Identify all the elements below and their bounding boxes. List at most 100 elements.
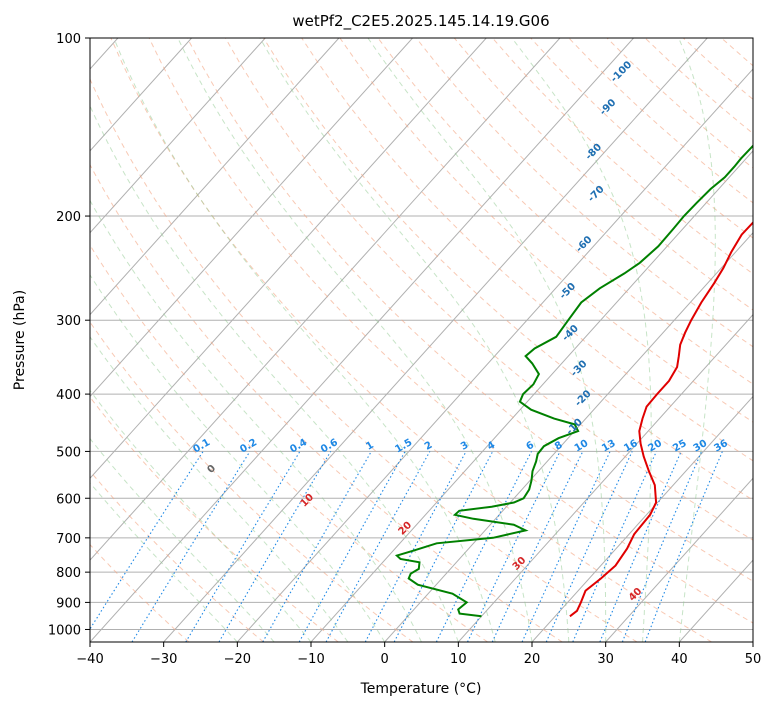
x-tick-label: −30 (150, 652, 177, 667)
x-tick-label: 50 (745, 652, 762, 667)
dry-adiabat-label: -50 (558, 281, 579, 302)
plot-frame (89, 37, 754, 643)
dry-adiabat-label: -60 (574, 234, 595, 255)
moist-adiabat (90, 437, 275, 642)
y-tick-label: 600 (56, 492, 81, 507)
temperature-profile (569, 221, 753, 618)
dry-adiabat (682, 38, 753, 101)
dry-adiabat (224, 38, 753, 541)
x-axis-label: Temperature (°C) (360, 681, 482, 697)
dry-adiabat (90, 77, 638, 642)
mixing-ratio-label: 0.6 (319, 437, 340, 455)
x-axis: −40 −30 −20 −10 0 10 20 30 40 50 (76, 642, 761, 667)
dry-adiabat (90, 543, 190, 642)
y-tick-label: 400 (56, 388, 81, 403)
mixing-ratio-line (298, 451, 406, 642)
mixing-ratio-line (572, 451, 657, 642)
moist-adiabat (90, 104, 459, 642)
mixing-ratio-label: 10 (573, 438, 591, 455)
y-tick-label: 1000 (48, 623, 81, 638)
mixing-ratio-label: 20 (646, 438, 664, 455)
mixing-ratio-line (435, 451, 532, 642)
mixing-ratio-line (262, 451, 372, 642)
x-tick-label: 10 (450, 652, 467, 667)
isotherm-line (236, 68, 753, 642)
mixing-ratio-label: 2 (423, 440, 435, 453)
chart-title: wetPf2_C2E5.2025.145.14.19.G06 (292, 12, 549, 31)
mixing-ratio-label: 25 (671, 438, 689, 455)
dry-adiabat (644, 38, 753, 135)
mixing-ratio-label: 16 (622, 438, 640, 455)
mixing-ratio-line (467, 451, 561, 642)
y-axis-label: Pressure (hPa) (12, 290, 28, 390)
mixing-ratio-label: 8 (553, 440, 565, 453)
mixing-ratio-label: 1 (364, 440, 376, 453)
mixing-ratio-line (545, 451, 633, 642)
mixing-ratio-line (185, 451, 301, 642)
dry-adiabat-label: 30 (511, 555, 529, 573)
mixing-ratio-label: 36 (712, 438, 730, 455)
dry-adiabat (760, 38, 775, 642)
moist-adiabat (90, 335, 349, 642)
isotherm-line (531, 395, 753, 642)
dry-adiabat (606, 38, 753, 169)
moist-adiabat (113, 38, 496, 642)
mixing-ratio-label: 30 (692, 438, 710, 455)
moist-adiabat (678, 38, 716, 642)
dry-adiabat (90, 470, 264, 642)
isotherm-line (90, 38, 561, 561)
dry-adiabat (301, 38, 753, 462)
x-tick-label: 20 (524, 652, 541, 667)
isotherm-line (605, 477, 753, 642)
x-tick-label: −40 (76, 652, 103, 667)
dry-adiabat (415, 38, 753, 348)
y-tick-label: 300 (56, 314, 81, 329)
moist-adiabat (90, 274, 386, 642)
dewpoint-profile (394, 144, 753, 618)
dry-adiabat-label: 40 (627, 586, 645, 604)
dry-adiabat-label: -20 (573, 388, 594, 409)
mixing-ratio-line (491, 451, 584, 642)
mixing-ratio-line (131, 451, 251, 642)
mixing-ratio-line (90, 451, 204, 631)
mixing-ratio-label: 3 (459, 440, 471, 453)
mixing-ratio-line (644, 451, 723, 642)
mixing-ratio-line (364, 451, 467, 642)
moist-adiabat (367, 38, 607, 642)
adiabat-layer (90, 38, 775, 642)
dry-adiabat-label: -100 (609, 59, 635, 85)
moist-adiabat (511, 38, 652, 642)
dry-adiabat (721, 38, 753, 67)
series-layer (394, 144, 753, 618)
mixing-ratio-label: 6 (525, 440, 537, 453)
isotherm-line (457, 313, 753, 642)
mixing-ratio-line (325, 451, 431, 642)
isotherm-line (90, 38, 413, 398)
dry-adiabat-label: 20 (397, 520, 415, 538)
dry-adiabat-label: -30 (569, 359, 590, 380)
isotherm-line (163, 38, 708, 642)
y-tick-label: 100 (56, 32, 81, 47)
x-tick-label: −10 (297, 652, 324, 667)
moist-adiabat (259, 38, 570, 642)
dry-adiabat (110, 38, 712, 642)
isotherm-line (90, 38, 192, 152)
mixing-ratio-line (599, 451, 682, 642)
dry-adiabat (453, 38, 753, 311)
dry-adiabat-label: -90 (598, 97, 619, 118)
isotherm-line (90, 38, 340, 316)
y-tick-label: 900 (56, 596, 81, 611)
y-tick-label: 700 (56, 532, 81, 547)
dry-adiabat-label: 0 (205, 463, 218, 476)
moist-adiabat (90, 199, 422, 642)
moist-adiabat (177, 38, 533, 642)
dry-adiabat (377, 38, 753, 385)
dry-adiabat (186, 38, 753, 582)
dry-adiabat-label: -70 (586, 184, 607, 205)
dry-adiabat (90, 163, 563, 642)
isotherm-line (90, 38, 266, 234)
isotherm-line (90, 38, 487, 480)
isotherm-line (678, 559, 753, 642)
x-tick-label: 30 (597, 652, 614, 667)
mixing-ratio-line (621, 451, 703, 642)
